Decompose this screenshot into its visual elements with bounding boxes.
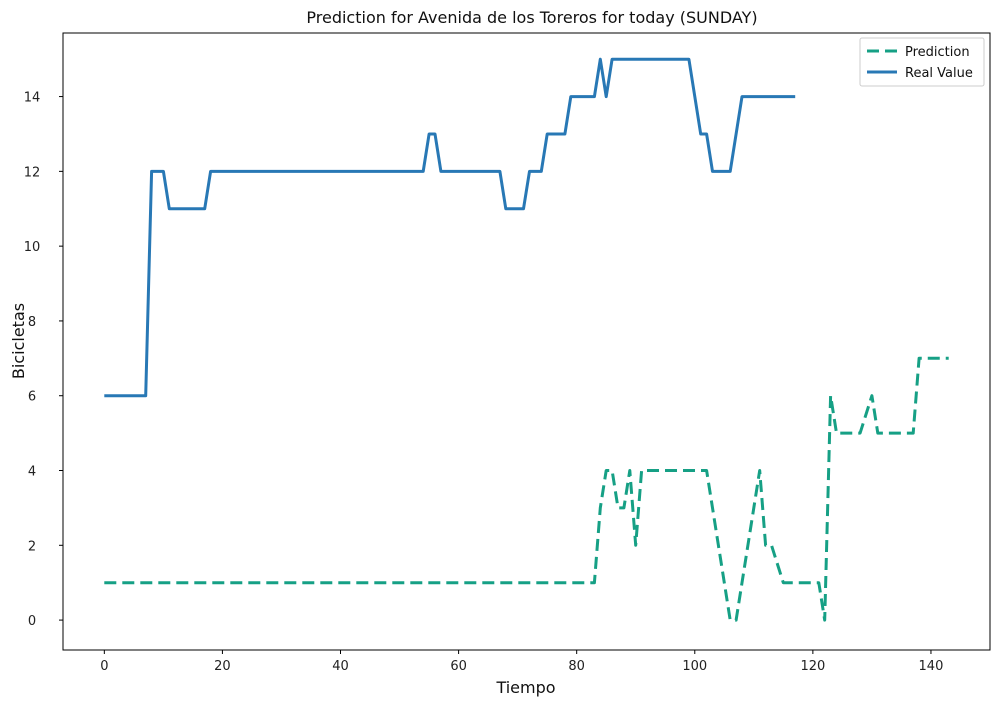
y-tick-label: 14 xyxy=(24,91,41,106)
x-tick-label: 120 xyxy=(800,659,825,674)
x-tick-label: 0 xyxy=(100,659,108,674)
legend: Prediction Real Value xyxy=(859,37,985,87)
y-tick-label: 0 xyxy=(28,614,36,629)
x-tick-label: 140 xyxy=(919,659,944,674)
x-tick-label: 20 xyxy=(214,659,231,674)
series-line-real-value xyxy=(104,57,796,398)
x-axis-ticks: 0 20 40 60 80 100 120 140 xyxy=(100,650,943,674)
series-lines xyxy=(104,57,949,622)
x-tick-label: 60 xyxy=(450,659,467,674)
y-tick-label: 10 xyxy=(24,240,41,255)
x-axis-title: Tiempo xyxy=(495,678,555,697)
legend-label: Prediction xyxy=(905,45,970,60)
y-tick-label: 4 xyxy=(28,465,36,480)
y-axis-title: Bicicletas xyxy=(9,303,28,379)
x-tick-label: 40 xyxy=(332,659,349,674)
y-tick-label: 6 xyxy=(28,390,36,405)
y-tick-label: 2 xyxy=(28,539,36,554)
chart-title: Prediction for Avenida de los Toreros fo… xyxy=(306,8,757,27)
x-tick-label: 100 xyxy=(682,659,707,674)
legend-label: Real Value xyxy=(905,66,973,81)
series-line-prediction xyxy=(104,356,949,622)
y-tick-label: 12 xyxy=(24,165,41,180)
plot-area xyxy=(62,32,991,651)
y-tick-label: 8 xyxy=(28,315,36,330)
y-axis-ticks: 0 2 4 6 8 10 12 14 xyxy=(24,91,63,629)
x-tick-label: 80 xyxy=(568,659,585,674)
